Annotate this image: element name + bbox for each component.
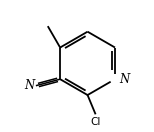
Text: Cl: Cl — [91, 117, 101, 128]
Text: N: N — [24, 79, 35, 92]
Text: N: N — [120, 73, 130, 86]
